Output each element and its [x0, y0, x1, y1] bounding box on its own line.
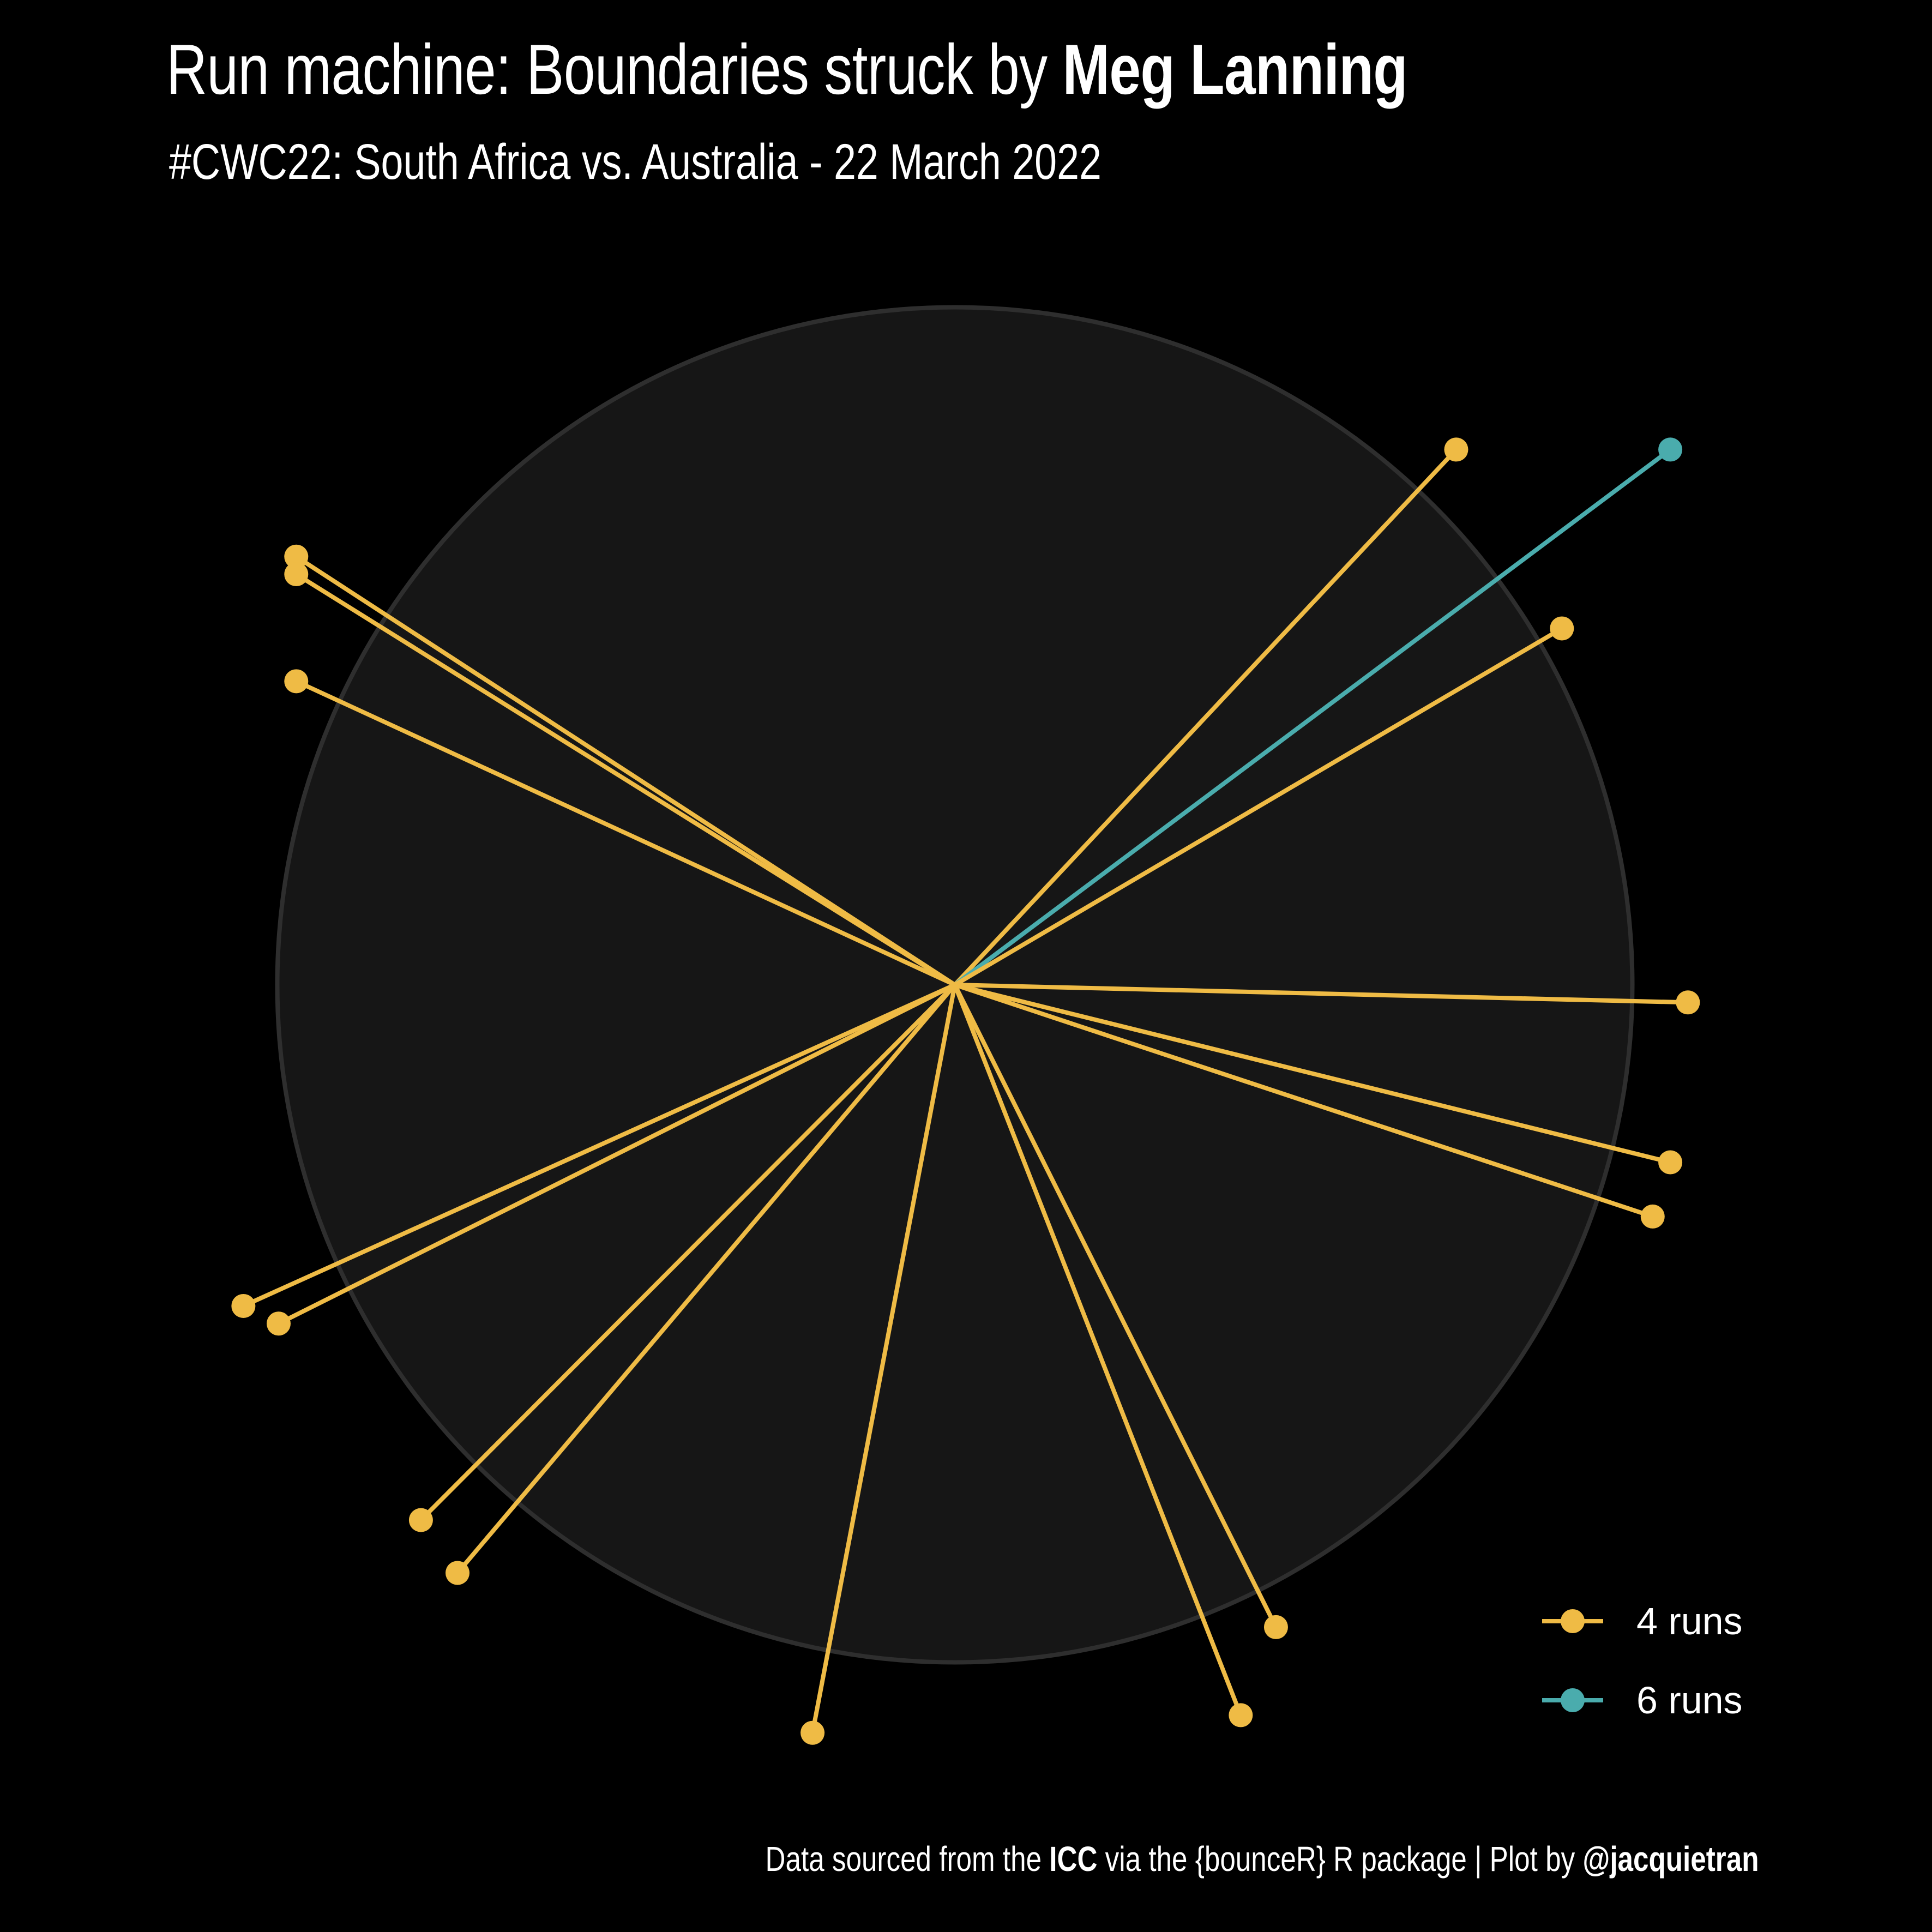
shot-point-16: [1263, 1615, 1288, 1639]
shot-line-11: [278, 983, 956, 1326]
chart-subtitle: #CWC22: South Africa vs. Australia - 22 …: [169, 134, 1102, 190]
shot-point-8: [1658, 1150, 1683, 1175]
shot-point-3: [1550, 616, 1574, 641]
shot-point-1: [1444, 437, 1468, 462]
shot-line-1: [953, 448, 1458, 986]
title-prefix: Run machine: Boundaries struck by: [166, 29, 1063, 109]
shot-line-16: [953, 984, 1278, 1628]
shot-line-14: [810, 984, 957, 1734]
title-player: Meg Lanning: [1062, 29, 1407, 109]
legend-point-1: [1561, 1609, 1585, 1633]
shot-line-7: [954, 983, 1688, 1005]
shot-line-13: [455, 983, 957, 1575]
legend: 4 runs 6 runs: [1542, 1600, 1743, 1722]
caption-source: ICC: [1049, 1839, 1097, 1879]
shot-line-8: [954, 983, 1671, 1165]
shot-point-15: [1229, 1703, 1253, 1728]
shot-point-12: [408, 1508, 433, 1532]
caption-author: @jacquietran: [1582, 1839, 1759, 1879]
legend-label-2: 6 runs: [1636, 1679, 1743, 1722]
caption-part1: Data sourced from the: [765, 1839, 1049, 1879]
legend-label-1: 4 runs: [1636, 1600, 1743, 1642]
shot-point-11: [266, 1311, 291, 1336]
shot-point-4: [284, 544, 309, 569]
shot-point-5: [284, 562, 309, 587]
shot-line-10: [242, 983, 956, 1308]
shot-point-9: [1640, 1204, 1665, 1229]
caption-part2: via the {bounceR} R package | Plot by: [1097, 1839, 1582, 1879]
shot-line-5: [295, 572, 956, 987]
shot-line-6: [295, 679, 956, 987]
chart-caption: Data sourced from the ICC via the {bounc…: [765, 1839, 1759, 1879]
shot-point-6: [284, 669, 309, 694]
chart-title: Run machine: Boundaries struck by Meg La…: [166, 28, 1408, 110]
shot-point-13: [446, 1561, 470, 1585]
shot-line-2: [953, 448, 1672, 987]
shot-lines: [231, 437, 1700, 1745]
shot-point-14: [801, 1720, 825, 1745]
shot-line-12: [419, 983, 956, 1522]
shot-point-7: [1676, 990, 1700, 1015]
shot-line-4: [295, 555, 956, 987]
shot-point-10: [231, 1293, 256, 1318]
legend-point-2: [1561, 1688, 1585, 1712]
shot-line-9: [954, 983, 1654, 1219]
shot-point-2: [1658, 437, 1683, 462]
shot-line-3: [953, 626, 1563, 987]
shot-line-15: [953, 984, 1243, 1716]
